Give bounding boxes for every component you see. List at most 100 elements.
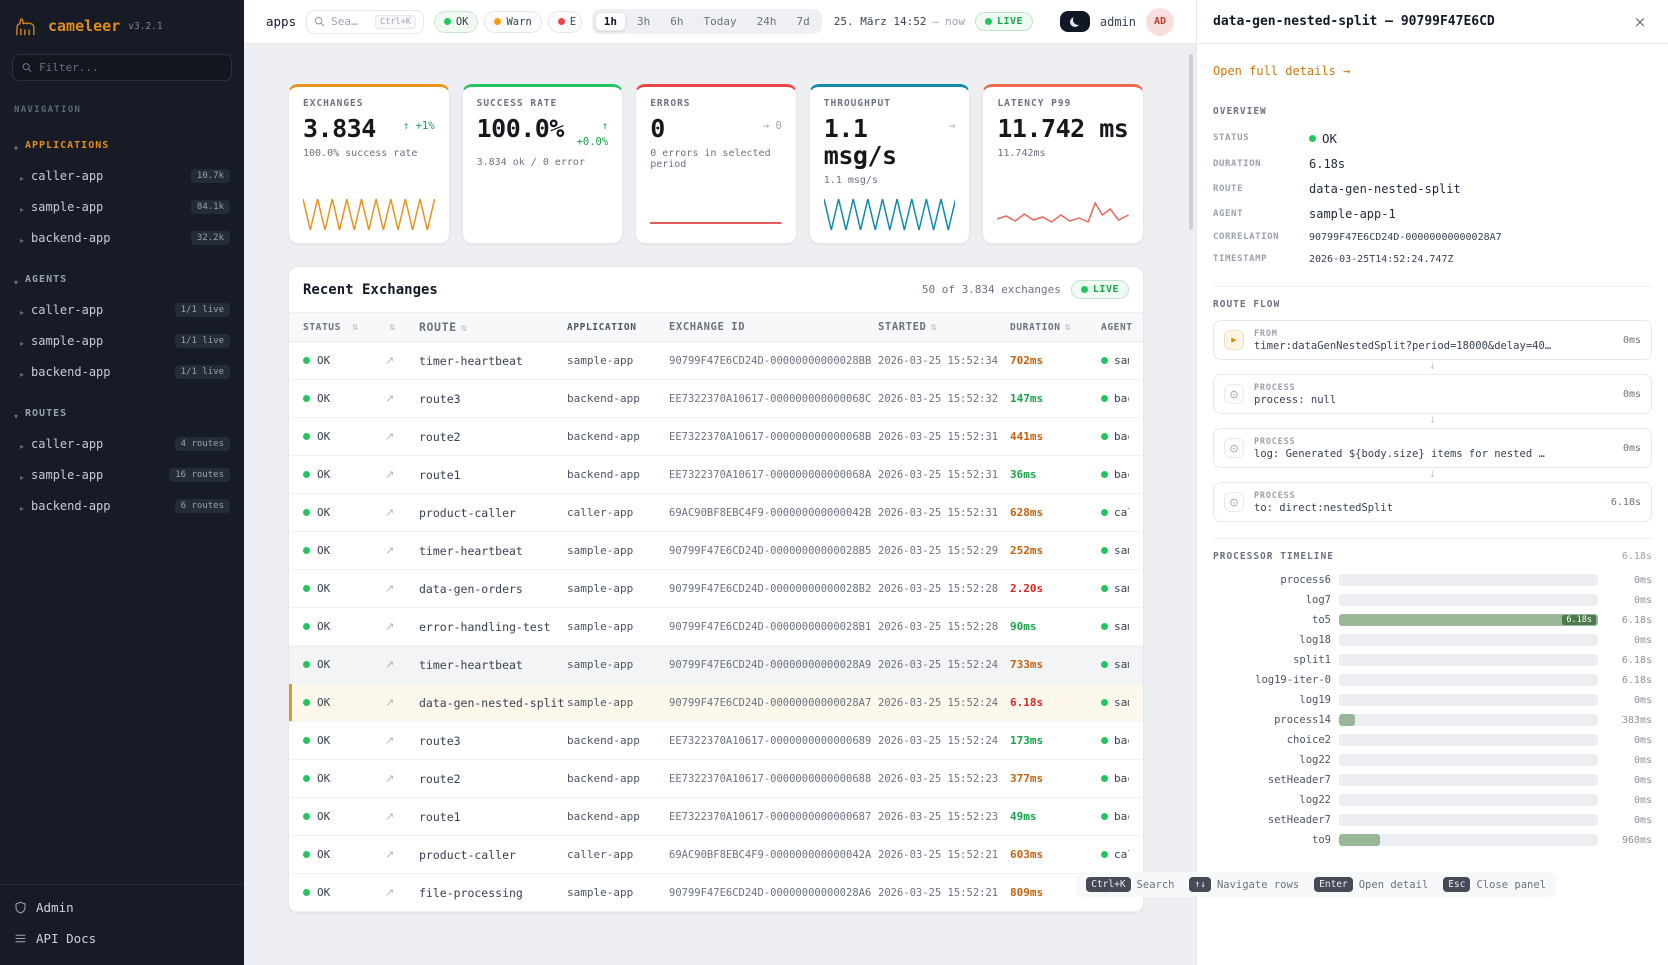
col-route[interactable]: ROUTE [419, 320, 567, 334]
processor-duration: 0ms [1633, 794, 1652, 806]
range-button[interactable]: 6h [661, 12, 692, 31]
col-application[interactable]: APPLICATION [567, 321, 637, 333]
route-flow-card[interactable]: PROCESS to: direct:nestedSplit 6.18s [1213, 482, 1652, 522]
filter-input[interactable] [39, 61, 222, 74]
duration-cell: 377ms [1010, 772, 1044, 785]
hint-label: Search [1136, 878, 1175, 891]
range-button[interactable]: Today [695, 12, 746, 31]
open-full-details-link[interactable]: Open full details → [1213, 64, 1351, 78]
live-badge[interactable]: LIVE [975, 12, 1034, 31]
open-exchange-icon[interactable] [385, 544, 394, 557]
sparkline [997, 201, 1129, 224]
range-button[interactable]: 7d [788, 12, 819, 31]
section-header-agents[interactable]: AGENTS [0, 261, 244, 294]
agent-cell: sample-app-1 [1114, 354, 1129, 367]
chevron-right-icon [20, 197, 24, 216]
agent-cell: backend-app-1 [1114, 430, 1129, 443]
user-name[interactable]: admin [1099, 14, 1136, 29]
sidebar-item-agent[interactable]: backend-app 1/1 live [0, 356, 244, 387]
open-exchange-icon[interactable] [385, 810, 394, 823]
scrollbar-thumb[interactable] [1189, 54, 1193, 230]
table-row[interactable]: OK file-processing sample-app 90799F47E6… [289, 874, 1143, 912]
open-exchange-icon[interactable] [385, 392, 394, 405]
section-header-applications[interactable]: APPLICATIONS [0, 127, 244, 160]
overview-row: STATUS OK [1213, 125, 1652, 151]
col-started[interactable]: STARTED [878, 321, 1010, 333]
live-label: LIVE [1092, 284, 1119, 295]
open-exchange-icon[interactable] [385, 582, 394, 595]
flow-arrow-down-icon [1213, 468, 1652, 482]
col-duration[interactable]: DURATION [1010, 322, 1101, 333]
chevron-right-icon [20, 166, 24, 185]
open-exchange-icon[interactable] [385, 886, 394, 899]
sidebar-item-agent[interactable]: sample-app 1/1 live [0, 325, 244, 356]
table-row[interactable]: OK timer-heartbeat sample-app 90799F47E6… [289, 646, 1143, 684]
sidebar-item-route[interactable]: sample-app 16 routes [0, 459, 244, 490]
table-row[interactable]: OK product-caller caller-app 69AC90BF8EB… [289, 836, 1143, 874]
avatar[interactable]: AD [1146, 7, 1174, 36]
sidebar-filter[interactable] [12, 54, 232, 81]
item-name: sample-app [31, 199, 104, 214]
table-row[interactable]: OK timer-heartbeat sample-app 90799F47E6… [289, 342, 1143, 380]
col-status[interactable]: STATUS [303, 322, 385, 333]
sidebar-item-agent[interactable]: caller-app 1/1 live [0, 294, 244, 325]
range-button[interactable]: 24h [748, 12, 786, 31]
topbar: apps Ctrl+K OK Warn [244, 0, 1196, 44]
col-open[interactable] [385, 322, 419, 333]
close-icon[interactable] [1628, 10, 1652, 34]
chevron-right-icon [20, 228, 24, 247]
dark-mode-toggle[interactable] [1059, 11, 1090, 32]
table-row[interactable]: OK route1 backend-app EE7322370A10617-00… [289, 456, 1143, 494]
api-docs-link[interactable]: API Docs [14, 924, 230, 953]
table-row[interactable]: OK data-gen-nested-split sample-app 9079… [289, 684, 1143, 722]
route-flow-card[interactable]: PROCESS process: null 0ms [1213, 374, 1652, 414]
global-search[interactable]: Ctrl+K [306, 9, 424, 34]
status-filter-chip[interactable]: Warn [484, 10, 542, 33]
sidebar-item-application[interactable]: caller-app 10.7k [0, 160, 244, 191]
sidebar-item-route[interactable]: backend-app 6 routes [0, 490, 244, 521]
range-button[interactable]: 1h [594, 12, 627, 31]
open-exchange-icon[interactable] [385, 734, 394, 747]
table-row[interactable]: OK error-handling-test sample-app 90799F… [289, 608, 1143, 646]
item-name: backend-app [31, 230, 111, 245]
open-exchange-icon[interactable] [385, 696, 394, 709]
table-row[interactable]: OK data-gen-orders sample-app 90799F47E6… [289, 570, 1143, 608]
route-flow-card[interactable]: FROM timer:dataGenNestedSplit?period=180… [1213, 320, 1652, 360]
open-exchange-icon[interactable] [385, 354, 394, 367]
agent-dot [1101, 699, 1108, 706]
table-row[interactable]: OK route3 backend-app EE7322370A10617-00… [289, 380, 1143, 418]
table-row[interactable]: OK timer-heartbeat sample-app 90799F47E6… [289, 532, 1143, 570]
open-exchange-icon[interactable] [385, 468, 394, 481]
admin-link[interactable]: Admin [14, 893, 230, 922]
open-exchange-icon[interactable] [385, 772, 394, 785]
status-dot [443, 18, 451, 25]
col-agent[interactable]: AGENT [1101, 322, 1132, 333]
status-filter-chip[interactable]: E [547, 10, 582, 33]
status-filter-chip[interactable]: OK [433, 10, 479, 33]
col-exchange-id[interactable]: EXCHANGE ID [669, 321, 746, 333]
open-exchange-icon[interactable] [385, 658, 394, 671]
table-row[interactable]: OK route3 backend-app EE7322370A10617-00… [289, 722, 1143, 760]
sidebar-item-application[interactable]: sample-app 84.1k [0, 191, 244, 222]
route-flow-card[interactable]: PROCESS log: Generated ${body.size} item… [1213, 428, 1652, 468]
open-exchange-icon[interactable] [385, 430, 394, 443]
date-range[interactable]: 25. März 14:52 — now [834, 15, 965, 28]
open-exchange-icon[interactable] [385, 848, 394, 861]
range-button[interactable]: 3h [628, 12, 659, 31]
exchange-id-cell: 90799F47E6CD24D-00000000000028B1 [669, 620, 872, 633]
processor-duration: 960ms [1621, 834, 1652, 846]
open-exchange-icon[interactable] [385, 506, 394, 519]
table-row[interactable]: OK route2 backend-app EE7322370A10617-00… [289, 418, 1143, 456]
sidebar-item-route[interactable]: caller-app 4 routes [0, 428, 244, 459]
open-exchange-icon[interactable] [385, 620, 394, 633]
search-input[interactable] [331, 15, 370, 28]
table-row[interactable]: OK route2 backend-app EE7322370A10617-00… [289, 760, 1143, 798]
table-row[interactable]: OK product-caller caller-app 69AC90BF8EB… [289, 494, 1143, 532]
section-header-routes[interactable]: ROUTES [0, 395, 244, 428]
sidebar-item-application[interactable]: backend-app 32.2k [0, 222, 244, 253]
processor-name: to9 [1312, 834, 1331, 846]
kpi-value: 3.834 [303, 114, 376, 143]
table-row[interactable]: OK route1 backend-app EE7322370A10617-00… [289, 798, 1143, 836]
page-title[interactable]: apps [266, 14, 297, 29]
chip-label: OK [455, 15, 469, 28]
